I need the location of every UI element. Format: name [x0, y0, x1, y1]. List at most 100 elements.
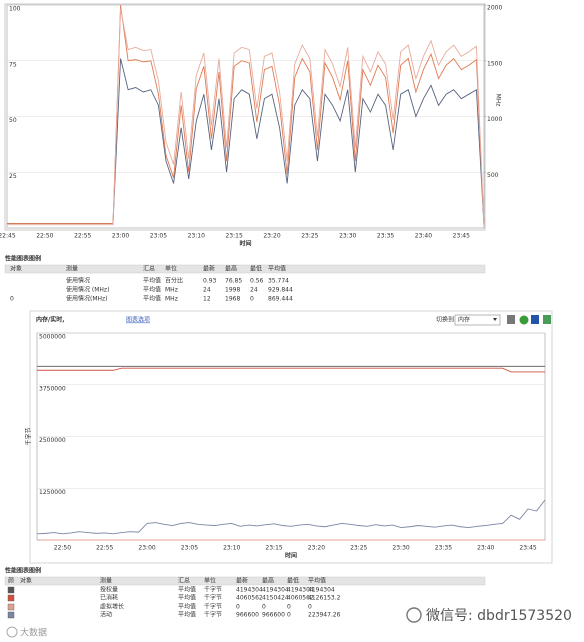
legend-header: 最新 — [236, 577, 248, 585]
legend-cell: 千字节 — [204, 603, 222, 611]
corner-icon — [6, 626, 18, 638]
legend-measure: 虚拟增长 — [100, 603, 124, 611]
legend-swatch — [7, 611, 15, 619]
chart-title: 内存/实时, — [36, 316, 64, 324]
legend-swatch — [7, 586, 15, 594]
x-tick-label: 23:35 — [377, 233, 394, 240]
x-tick-label: 23:05 — [150, 233, 167, 240]
y2-axis-title: MHz — [495, 94, 502, 107]
legend-header: 测量 — [100, 577, 112, 585]
legend-cell: 平均值 — [143, 295, 161, 303]
legend-header: 平均值 — [308, 577, 326, 585]
x-tick-label: 23:10 — [223, 545, 240, 552]
y2-tick-label: 500 — [487, 172, 499, 179]
legend-cell: 0 — [236, 604, 240, 611]
legend-cell: 平均值 — [143, 277, 161, 285]
x-tick-label: 22:55 — [96, 545, 113, 552]
legend-cell: 0 — [287, 604, 291, 611]
legend-cell: MHz — [165, 287, 178, 294]
legend-swatch — [7, 603, 15, 611]
x-tick-label: 23:35 — [435, 545, 452, 552]
legend-header: 最低 — [287, 577, 299, 585]
series-line — [36, 499, 546, 535]
legend-cell: 4060562 — [236, 595, 263, 602]
legend-cell: 4194304 — [236, 587, 263, 594]
save-icon[interactable] — [531, 315, 539, 324]
legend-cell: 4150424 — [262, 595, 289, 602]
legend-cell: 966600 — [236, 612, 259, 619]
legend-cell: 0 — [250, 296, 254, 303]
x-tick-label: 23:20 — [308, 545, 325, 552]
switch-select[interactable] — [454, 314, 501, 326]
series-line — [37, 367, 545, 373]
legend-header: 对象 — [10, 265, 22, 273]
legend-cell: 千字节 — [204, 611, 222, 619]
legend-header: 颜 — [8, 577, 14, 585]
series-line — [7, 5, 485, 226]
memory-panel-frame — [29, 310, 553, 564]
legend-cell: 24 — [250, 287, 258, 294]
legend-measure: 授权量 — [100, 586, 118, 594]
wechat-icon — [406, 607, 422, 623]
series-line — [7, 8, 485, 227]
legend-header: 最低 — [250, 265, 262, 273]
y-tick-label: 50 — [9, 117, 17, 124]
chart-options-link[interactable]: 图表选项 — [126, 316, 150, 324]
y-tick-label: 75 — [9, 61, 17, 68]
legend-cell: 929.844 — [268, 287, 293, 294]
legend-cell: 0.93 — [203, 278, 217, 285]
legend-measure: 使用情况 — [66, 277, 90, 285]
print-icon[interactable] — [507, 315, 515, 324]
legend-header: 汇总 — [178, 577, 190, 585]
legend-title: 性能图表图例 — [4, 255, 41, 263]
top-chart-frame — [4, 3, 486, 231]
legend-cell: 76.85 — [225, 278, 242, 285]
legend-cell: 1968 — [225, 296, 240, 303]
x-tick-label: 23:25 — [350, 545, 367, 552]
x-tick-label: 22:50 — [36, 233, 53, 240]
export-icon[interactable] — [543, 315, 551, 324]
y-tick-label: 5000000 — [39, 334, 66, 341]
select-arrow — [493, 318, 497, 321]
legend-cell: 平均值 — [178, 594, 196, 602]
x-tick-label: 22:55 — [74, 233, 91, 240]
legend-title: 性能图表图例 — [4, 567, 41, 575]
x-tick-label: 23:10 — [188, 233, 205, 240]
legend-cell: 0 — [308, 604, 312, 611]
legend-header: 单位 — [204, 577, 216, 585]
legend-cell: 0 — [262, 604, 266, 611]
x-tick-label: 22:45 — [0, 233, 16, 240]
x-tick-label: 23:00 — [138, 545, 155, 552]
legend-header: 汇总 — [143, 265, 155, 273]
legend-cell: 千字节 — [204, 586, 222, 594]
x-tick-label: 23:40 — [477, 545, 494, 552]
legend-cell: 4194304 — [262, 587, 289, 594]
legend-cell: 4060562 — [287, 595, 314, 602]
x-tick-label: 23:45 — [519, 545, 536, 552]
legend-cell: 4194304 — [287, 587, 314, 594]
legend-header: 测量 — [66, 265, 78, 273]
x-tick-label: 23:45 — [453, 233, 470, 240]
y-tick-label: 3750000 — [39, 385, 66, 392]
legend-cell: 百分比 — [165, 277, 183, 285]
legend-measure: 使用情况 (MHz) — [66, 286, 109, 294]
x-tick-label: 23:30 — [392, 545, 409, 552]
legend-cell: 0 — [10, 296, 14, 303]
x-tick-label: 23:15 — [265, 545, 282, 552]
legend-cell: 4194304 — [308, 587, 335, 594]
legend-header: 平均值 — [268, 265, 286, 273]
refresh-icon[interactable] — [519, 315, 529, 325]
legend-cell: 0 — [287, 612, 291, 619]
legend-cell: 平均值 — [143, 286, 161, 294]
x-tick-label: 22:50 — [54, 545, 71, 552]
legend-cell: 0.56 — [250, 278, 264, 285]
legend-header: 最高 — [262, 577, 274, 585]
x-tick-label: 23:20 — [263, 233, 280, 240]
legend-swatch — [7, 594, 15, 602]
legend-cell: 24 — [203, 287, 211, 294]
switch-label: 切换到 — [436, 316, 454, 324]
legend-header: 最高 — [225, 265, 237, 273]
legend-measure: 活动 — [100, 611, 112, 619]
legend-cell: 12 — [203, 296, 211, 303]
legend-cell: 869.444 — [268, 296, 293, 303]
